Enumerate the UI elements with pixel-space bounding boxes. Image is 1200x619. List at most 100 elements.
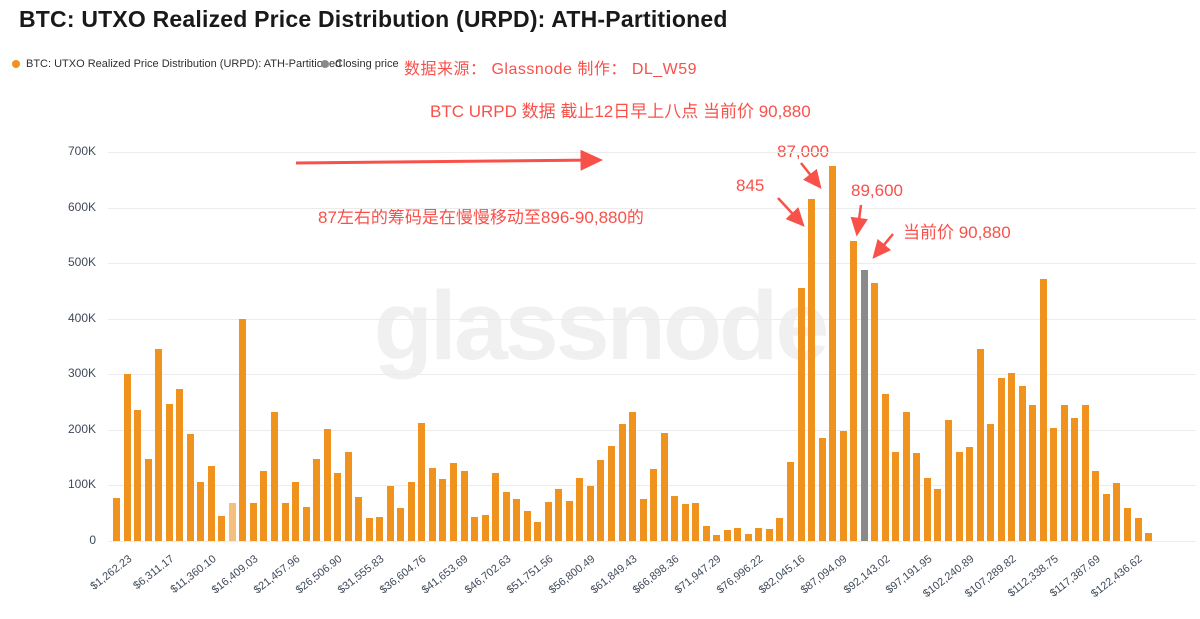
urpd-bar[interactable] xyxy=(218,516,226,541)
urpd-bar[interactable] xyxy=(544,502,552,541)
urpd-bar[interactable] xyxy=(723,529,731,541)
urpd-bar[interactable] xyxy=(323,428,331,541)
urpd-bar[interactable] xyxy=(923,478,931,541)
urpd-bar[interactable] xyxy=(955,451,963,541)
urpd-bar[interactable] xyxy=(850,240,858,541)
urpd-bar[interactable] xyxy=(407,482,415,541)
urpd-bar[interactable] xyxy=(197,481,205,541)
urpd-bar[interactable] xyxy=(681,503,689,541)
urpd-bar[interactable] xyxy=(1145,533,1153,541)
urpd-bar[interactable] xyxy=(397,508,405,541)
urpd-bar[interactable] xyxy=(871,282,879,541)
urpd-bar[interactable] xyxy=(386,485,394,541)
urpd-bar[interactable] xyxy=(565,501,573,541)
urpd-bar[interactable] xyxy=(650,468,658,541)
urpd-bar[interactable] xyxy=(144,458,152,541)
urpd-bar[interactable] xyxy=(1134,518,1142,541)
urpd-bar[interactable] xyxy=(829,166,837,541)
urpd-bar[interactable] xyxy=(523,511,531,541)
urpd-bar[interactable] xyxy=(1008,373,1016,541)
urpd-bar[interactable] xyxy=(913,453,921,541)
urpd-bar[interactable] xyxy=(365,518,373,541)
urpd-bar[interactable] xyxy=(155,348,163,541)
urpd-bar[interactable] xyxy=(734,527,742,541)
urpd-bar[interactable] xyxy=(1029,404,1037,541)
urpd-bar[interactable] xyxy=(123,374,131,541)
urpd-bar[interactable] xyxy=(555,488,563,541)
urpd-bar[interactable] xyxy=(987,423,995,541)
urpd-bar[interactable] xyxy=(755,528,763,541)
urpd-bar[interactable] xyxy=(376,517,384,541)
urpd-bar[interactable] xyxy=(334,472,342,541)
urpd-bar[interactable] xyxy=(313,458,321,541)
urpd-bar[interactable] xyxy=(1092,470,1100,541)
urpd-bar[interactable] xyxy=(281,503,289,541)
urpd-bar[interactable] xyxy=(1102,494,1110,541)
urpd-bar[interactable] xyxy=(692,503,700,541)
urpd-bar[interactable] xyxy=(270,412,278,541)
urpd-bar[interactable] xyxy=(934,488,942,541)
urpd-bar[interactable] xyxy=(428,467,436,541)
urpd-bar[interactable] xyxy=(881,394,889,541)
urpd-bar[interactable] xyxy=(902,411,910,541)
urpd-bar[interactable] xyxy=(450,462,457,541)
urpd-bar[interactable] xyxy=(481,514,489,541)
urpd-bar[interactable] xyxy=(576,478,584,541)
urpd-bar[interactable] xyxy=(1081,404,1089,541)
urpd-bar[interactable] xyxy=(113,498,120,541)
urpd-bar[interactable] xyxy=(944,419,952,541)
urpd-bar[interactable] xyxy=(966,447,974,541)
urpd-bar[interactable] xyxy=(702,526,710,541)
urpd-bar[interactable] xyxy=(1050,428,1058,541)
urpd-bar[interactable] xyxy=(1071,418,1079,541)
urpd-bar[interactable] xyxy=(460,470,468,541)
urpd-bar[interactable] xyxy=(629,412,637,541)
urpd-bar[interactable] xyxy=(818,438,826,541)
urpd-bar[interactable] xyxy=(1018,385,1026,541)
urpd-bar[interactable] xyxy=(797,287,805,541)
urpd-bar[interactable] xyxy=(355,497,363,541)
urpd-bar[interactable] xyxy=(713,534,721,541)
urpd-bar[interactable] xyxy=(892,452,900,541)
urpd-bar[interactable] xyxy=(1113,483,1121,541)
urpd-bar[interactable] xyxy=(534,521,542,541)
urpd-bar[interactable] xyxy=(1060,404,1068,541)
urpd-bar[interactable] xyxy=(344,452,352,541)
urpd-bar[interactable] xyxy=(239,318,247,541)
urpd-bar[interactable] xyxy=(471,517,479,541)
urpd-bar[interactable] xyxy=(1039,278,1047,541)
urpd-bar[interactable] xyxy=(997,377,1005,541)
urpd-bar[interactable] xyxy=(439,478,447,541)
urpd-bar[interactable] xyxy=(492,472,500,541)
urpd-bar[interactable] xyxy=(765,529,773,541)
urpd-bar[interactable] xyxy=(787,461,794,541)
urpd-bar[interactable] xyxy=(744,533,752,541)
urpd-bar[interactable] xyxy=(671,496,679,541)
urpd-bar[interactable] xyxy=(260,470,268,541)
urpd-bar[interactable] xyxy=(165,403,173,541)
urpd-bar[interactable] xyxy=(776,517,784,541)
urpd-bar[interactable] xyxy=(660,433,668,541)
legend-item-closing-price[interactable]: Closing price xyxy=(321,58,399,70)
urpd-bar[interactable] xyxy=(176,388,184,541)
urpd-bar[interactable] xyxy=(808,199,816,541)
urpd-bar[interactable] xyxy=(839,430,847,541)
urpd-bar[interactable] xyxy=(134,409,142,541)
urpd-bar[interactable] xyxy=(976,348,984,541)
urpd-bar[interactable] xyxy=(502,491,510,541)
legend-item-urpd[interactable]: BTC: UTXO Realized Price Distribution (U… xyxy=(12,58,341,70)
urpd-bar[interactable] xyxy=(597,459,605,541)
urpd-bar[interactable] xyxy=(249,503,257,541)
urpd-bar[interactable] xyxy=(418,422,426,541)
urpd-bar[interactable] xyxy=(207,465,215,541)
urpd-bar[interactable] xyxy=(607,445,615,541)
urpd-bar[interactable] xyxy=(586,485,594,541)
urpd-bar[interactable] xyxy=(292,482,300,541)
urpd-bar[interactable] xyxy=(228,503,236,541)
urpd-bar[interactable] xyxy=(618,423,626,541)
urpd-bar[interactable] xyxy=(513,498,521,541)
urpd-bar[interactable] xyxy=(186,434,194,541)
urpd-bar[interactable] xyxy=(1124,508,1131,541)
closing-price-bar[interactable] xyxy=(860,269,868,541)
urpd-bar[interactable] xyxy=(639,498,647,541)
